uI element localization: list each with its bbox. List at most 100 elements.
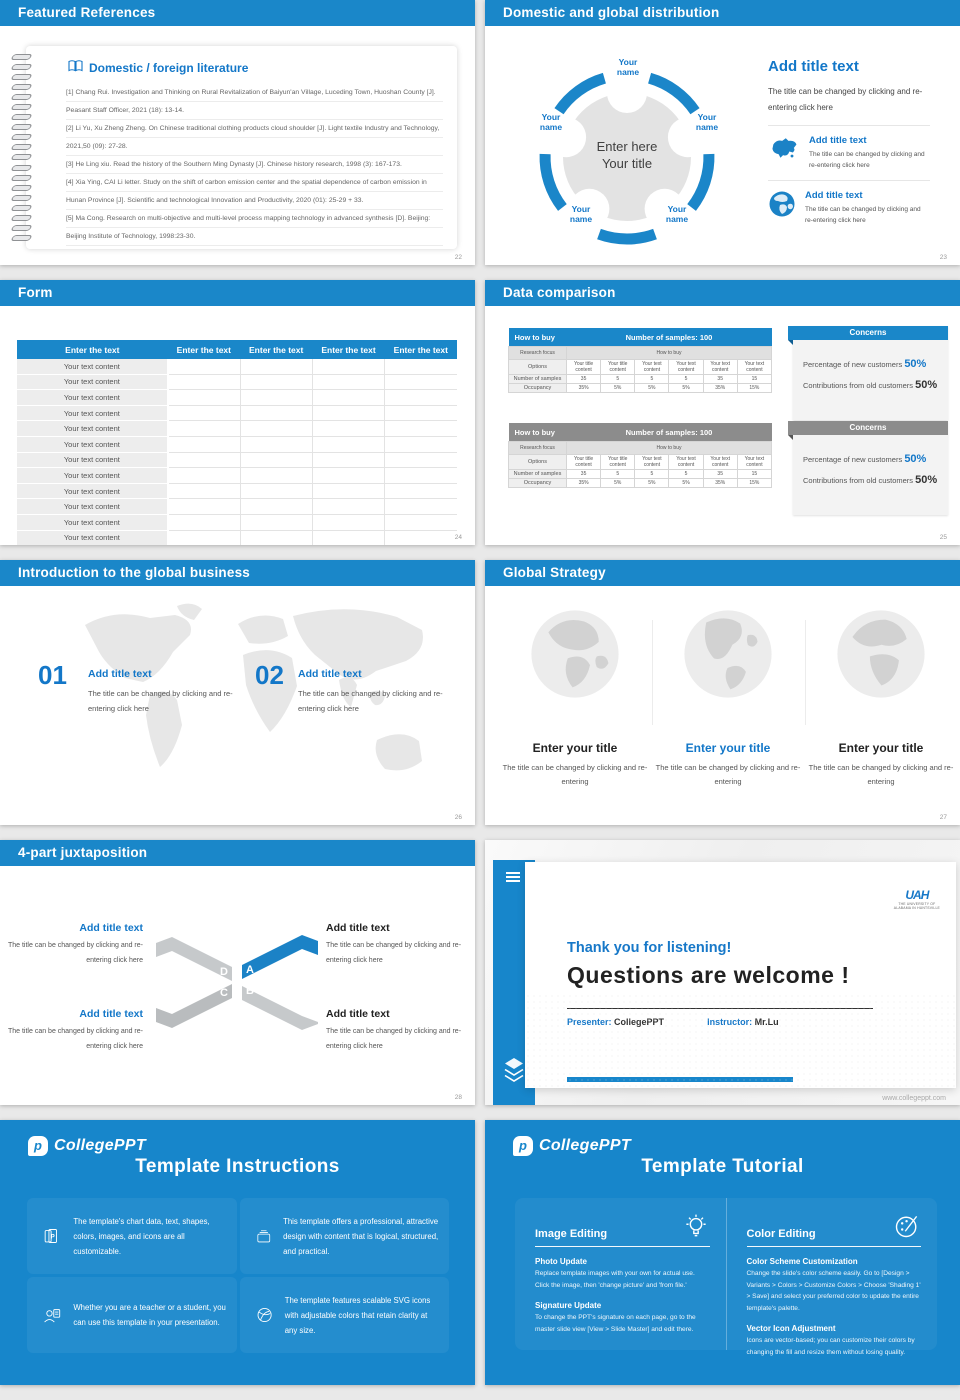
- instruction-text: This template offers a professional, att…: [283, 1216, 439, 1256]
- diagram-node-label: Your name: [569, 204, 593, 224]
- slide-featured-references[interactable]: Featured References Domestic / foreign l…: [0, 0, 475, 265]
- panel-template-tutorial: p CollegePPT Template Tutorial Image Edi…: [485, 1120, 960, 1385]
- concern-line: Contributions from old customers 50%: [803, 474, 938, 486]
- item-body: The title can be changed by clicking and…: [655, 763, 801, 786]
- table-row: Your text content: [17, 467, 457, 484]
- university-logo: UAH THE UNIVERSITY OF ALABAMA IN HUNTSVI…: [893, 888, 940, 911]
- tutorial-section-title: Color Editing: [746, 1228, 816, 1240]
- concerns-panel: Concerns Percentage of new customers 50%…: [788, 326, 948, 420]
- vector-ball-icon: [257, 1307, 272, 1323]
- tutorial-block-title: Signature Update: [535, 1301, 602, 1310]
- concerns-panel: Concerns Percentage of new customers 50%…: [788, 421, 948, 515]
- svg-text:A: A: [246, 964, 254, 976]
- item-body: The title can be changed by clicking and…: [7, 1028, 143, 1050]
- layers-icon: [501, 1056, 527, 1091]
- diagram-center-title: Enter here Your title: [596, 139, 658, 171]
- slide-title-bar: Featured References: [0, 0, 475, 26]
- table-row: Your text content: [17, 483, 457, 500]
- globe-icon: [684, 610, 772, 698]
- juxtaposition-item: Add title text The title can be changed …: [0, 922, 143, 968]
- strategy-column: Enter your title The title can be change…: [806, 608, 956, 789]
- item-title: Add title text: [809, 135, 867, 146]
- tutorial-column-color-editing: Color Editing Color Scheme Customization…: [725, 1198, 938, 1356]
- instruction-card: This template offers a professional, att…: [239, 1198, 449, 1274]
- instruction-card: P The template's chart data, text, shape…: [27, 1198, 237, 1274]
- page-number: 27: [939, 814, 947, 821]
- item-title: Enter your title: [838, 741, 924, 755]
- reference-item: [3] He Ling xiu. Read the history of the…: [66, 156, 443, 174]
- juxtaposition-item: Add title text The title can be changed …: [326, 1008, 475, 1054]
- website-url: www.collegeppt.com: [882, 1095, 946, 1102]
- svg-text:D: D: [220, 966, 228, 978]
- slide-form[interactable]: Form Enter the text Enter the text Enter t…: [0, 280, 475, 545]
- panel-title: Template Tutorial: [641, 1156, 804, 1177]
- reference-list: [1] Chang Rui. Investigation and Thinkin…: [66, 84, 443, 246]
- box-icon: [256, 1230, 270, 1243]
- tutorial-block-body: Icons are vector-based; you can customiz…: [746, 1337, 915, 1356]
- distribution-item: Add title text The title can be changed …: [768, 135, 930, 171]
- slides-icon: P: [44, 1229, 57, 1243]
- table-header-row: Enter the text Enter the text Enter the te…: [17, 340, 457, 359]
- questions-heading: Questions are welcome !: [567, 962, 850, 988]
- diagram-node-label: Your name: [695, 112, 719, 132]
- add-title-heading: Add title text: [88, 668, 152, 680]
- concerns-ribbon: Concerns: [788, 326, 948, 345]
- accent-underline-bar: [567, 1077, 793, 1082]
- item-body: The title can be changed by clicking and…: [809, 151, 925, 169]
- china-map-icon: [768, 135, 800, 166]
- add-title-body: The title can be changed by clicking and…: [768, 87, 923, 112]
- spiral-binding-icon: [10, 54, 33, 241]
- palette-icon: [895, 1215, 918, 1238]
- tutorial-block: Color Scheme Customization Change the sl…: [747, 1257, 922, 1314]
- instruction-cards: P The template's chart data, text, shape…: [27, 1198, 449, 1353]
- page-number: 25: [939, 534, 947, 541]
- add-title-body: The title can be changed by clicking and…: [298, 689, 443, 713]
- section-title: Domestic / foreign literature: [89, 60, 249, 75]
- slide-title-bar: Data comparison: [485, 280, 960, 306]
- panel-title: Template Instructions: [135, 1156, 340, 1177]
- brand-logo: p CollegePPT: [513, 1136, 631, 1156]
- table-row: Your text content: [17, 389, 457, 406]
- table-row: Your text content: [17, 514, 457, 531]
- slide-intro-global[interactable]: Introduction to the global business 01 A…: [0, 560, 475, 825]
- item-title: Add title text: [326, 1008, 390, 1020]
- tutorial-section-title: Image Editing: [535, 1228, 608, 1240]
- item-body: The title can be changed by clicking and…: [326, 942, 462, 964]
- instruction-card: The template features scalable SVG icons…: [239, 1277, 449, 1353]
- instruction-text: Whether you are a teacher or a student, …: [73, 1303, 226, 1327]
- form-table: Enter the text Enter the text Enter the te…: [17, 340, 457, 545]
- diagram-node-label: Your name: [665, 204, 689, 224]
- juxtaposition-item: Add title text The title can be changed …: [326, 922, 475, 968]
- table-row: Your text content: [17, 374, 457, 391]
- item-title: Add title text: [326, 922, 390, 934]
- item-body: The title can be changed by clicking and…: [326, 1028, 462, 1050]
- panel-template-instructions: p CollegePPT Template Instructions P The…: [0, 1120, 475, 1385]
- tutorial-block-body: Change the slide's color scheme easily. …: [746, 1270, 921, 1312]
- page-number: 26: [454, 814, 462, 821]
- tutorial-block: Vector Icon Adjustment Icons are vector-…: [747, 1324, 922, 1358]
- table-row: Your text content: [17, 420, 457, 437]
- slide-thank-you[interactable]: UAH THE UNIVERSITY OF ALABAMA IN HUNTSVI…: [485, 840, 960, 1105]
- page-number: 22: [454, 254, 462, 261]
- teacher-document-icon: [44, 1309, 61, 1323]
- slide-data-comparison[interactable]: Data comparison How to buy Number of samp…: [485, 280, 960, 545]
- diagram-node-label: Your name: [539, 112, 563, 132]
- slide-title-bar: 4-part juxtaposition: [0, 840, 475, 866]
- globe-icon: [531, 610, 619, 698]
- slide-title-bar: Global Strategy: [485, 560, 960, 586]
- tutorial-block-title: Color Scheme Customization: [746, 1257, 858, 1266]
- tutorial-block: Signature Update To change the PPT's sig…: [535, 1301, 710, 1335]
- slide-juxtaposition[interactable]: 4-part juxtaposition D A C B Add title text…: [0, 840, 475, 1105]
- item-title: Add title text: [79, 1008, 143, 1020]
- table-row: Your text content: [17, 452, 457, 469]
- slide-global-strategy[interactable]: Global Strategy Enter your title The tit…: [485, 560, 960, 825]
- instruction-text: The template features scalable SVG icons…: [284, 1295, 431, 1335]
- slide-distribution[interactable]: Domestic and global distribution Enter h…: [485, 0, 960, 265]
- concern-line: Percentage of new customers 50%: [803, 358, 927, 370]
- divider: [567, 1008, 873, 1009]
- item-title: Add title text: [805, 190, 863, 201]
- page-number: 23: [939, 254, 947, 261]
- item-body: The title can be changed by clicking and…: [7, 942, 143, 964]
- item-body: The title can be changed by clicking and…: [805, 206, 921, 224]
